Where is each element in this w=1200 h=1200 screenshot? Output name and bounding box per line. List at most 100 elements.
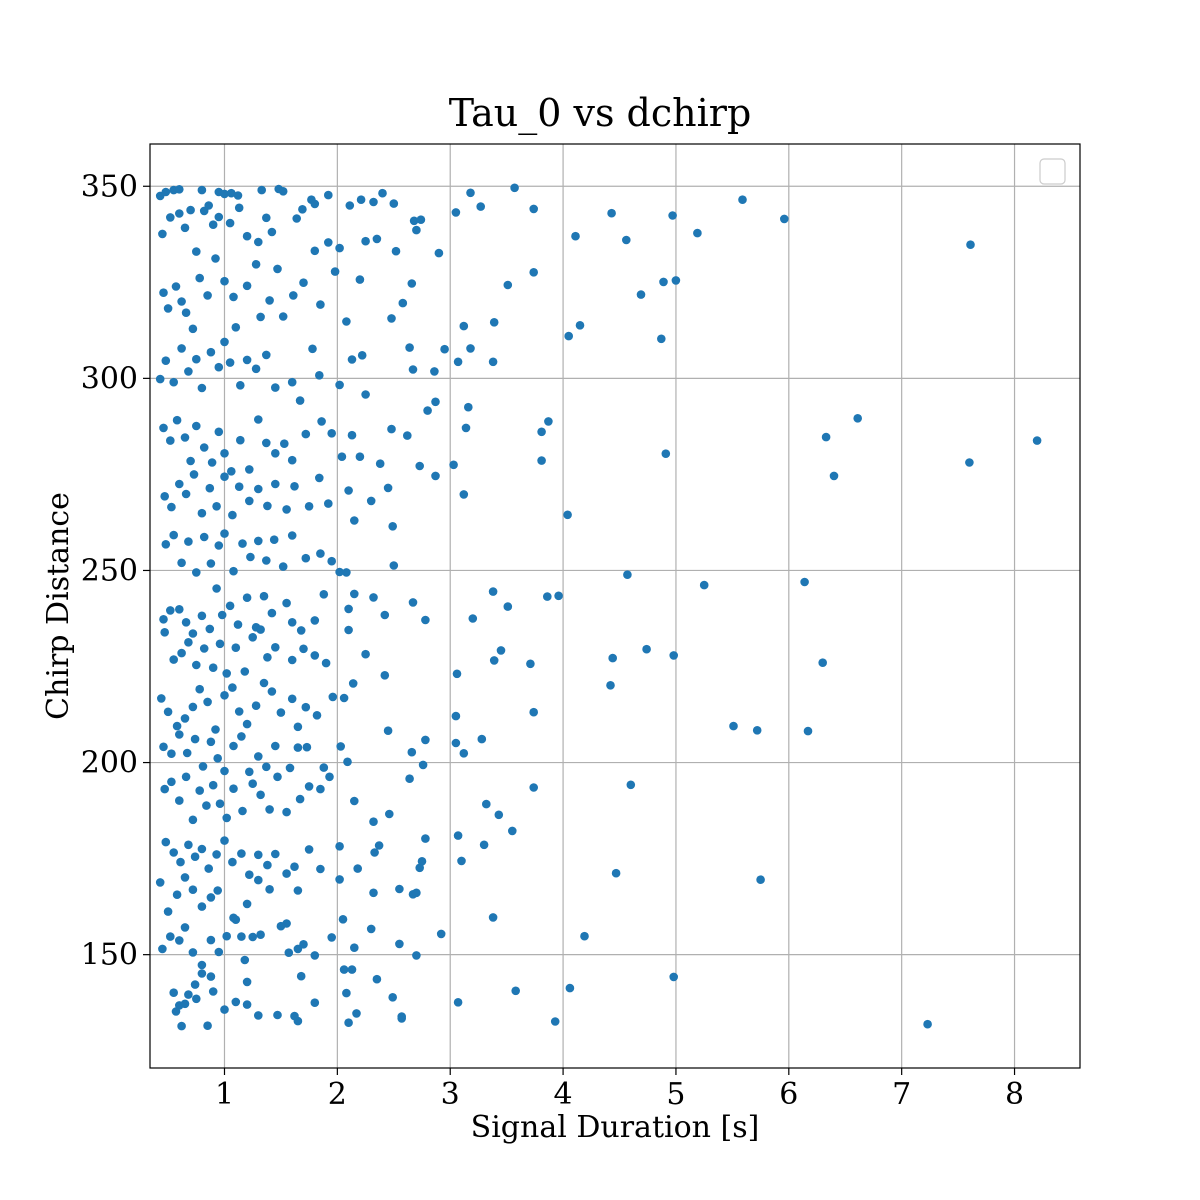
data-point — [544, 417, 553, 426]
data-point — [259, 591, 269, 601]
data-point — [457, 856, 466, 866]
data-point — [335, 842, 344, 851]
data-point — [575, 321, 585, 330]
data-point — [190, 980, 200, 989]
data-point — [348, 679, 358, 688]
data-point — [310, 951, 320, 960]
data-point — [245, 496, 254, 506]
data-point — [342, 568, 351, 577]
data-point — [405, 774, 414, 783]
data-point — [380, 671, 390, 680]
data-point — [304, 782, 314, 791]
data-point — [315, 473, 324, 483]
data-point — [395, 884, 404, 894]
data-point — [398, 298, 408, 308]
data-point — [220, 276, 229, 286]
data-point — [172, 721, 182, 731]
data-point — [197, 508, 207, 518]
data-point — [372, 974, 382, 984]
data-point — [347, 965, 357, 974]
data-point — [220, 449, 229, 458]
data-point — [466, 344, 475, 353]
data-point — [253, 875, 263, 885]
data-point — [299, 644, 308, 654]
data-point — [280, 439, 289, 449]
data-point — [186, 205, 195, 215]
data-point — [206, 893, 216, 902]
data-point — [488, 913, 498, 922]
data-point — [157, 694, 166, 703]
data-point — [167, 749, 176, 758]
data-point — [408, 365, 418, 374]
data-point — [208, 220, 218, 229]
data-point — [278, 187, 288, 196]
data-point — [529, 268, 538, 277]
data-point — [248, 633, 257, 642]
data-point — [248, 932, 257, 942]
data-point — [923, 1019, 932, 1029]
data-point — [550, 1017, 560, 1026]
data-point — [417, 857, 427, 866]
data-point — [301, 429, 311, 439]
data-point — [192, 247, 201, 256]
data-point — [177, 558, 186, 568]
data-point — [369, 593, 378, 602]
data-point — [204, 201, 213, 210]
data-point — [220, 529, 229, 538]
data-point — [161, 837, 171, 847]
data-point — [327, 933, 337, 942]
data-point — [175, 209, 184, 218]
data-point — [285, 763, 295, 773]
data-point — [159, 615, 168, 624]
data-point — [220, 836, 229, 845]
data-point — [172, 415, 182, 425]
data-point — [184, 840, 193, 850]
data-point — [421, 834, 430, 843]
data-point — [436, 929, 446, 939]
data-point — [622, 235, 631, 245]
data-point — [479, 840, 489, 850]
x-axis-label: Signal Duration [s] — [471, 1110, 760, 1145]
data-point — [195, 684, 204, 694]
data-point — [163, 707, 173, 717]
data-point — [451, 738, 461, 748]
data-point — [310, 651, 320, 660]
plot-frame — [149, 143, 1081, 1069]
data-point — [756, 875, 765, 884]
data-point — [215, 639, 225, 649]
data-point — [228, 857, 237, 867]
data-point — [208, 663, 218, 672]
y-axis-ticks: 150 200 250 300 350 — [81, 169, 150, 973]
data-point — [503, 602, 513, 611]
data-point — [242, 231, 252, 241]
y-tick-label: 250 — [81, 553, 138, 588]
data-point — [160, 492, 169, 501]
data-point — [207, 458, 217, 467]
data-point — [253, 752, 263, 761]
data-point — [192, 660, 201, 670]
data-point — [383, 483, 393, 493]
data-point — [276, 708, 286, 717]
chart-title: Tau_0 vs dchirp — [449, 91, 752, 136]
data-point — [273, 1010, 282, 1020]
data-point — [391, 246, 401, 256]
data-point — [265, 296, 274, 305]
data-point — [192, 354, 201, 364]
data-point — [206, 737, 216, 747]
data-point — [298, 205, 307, 214]
data-point — [312, 711, 322, 720]
data-point — [214, 212, 224, 222]
data-point — [321, 658, 331, 668]
data-point — [184, 638, 193, 647]
data-point — [421, 735, 430, 745]
data-point — [231, 643, 241, 652]
x-tick-label: 7 — [892, 1077, 911, 1112]
x-tick-label: 3 — [441, 1077, 460, 1112]
data-point — [205, 624, 215, 634]
y-tick-label: 200 — [81, 746, 138, 781]
data-point — [356, 195, 366, 204]
data-point — [220, 472, 229, 482]
data-point — [240, 955, 250, 965]
data-point — [335, 567, 344, 577]
data-point — [188, 948, 198, 957]
